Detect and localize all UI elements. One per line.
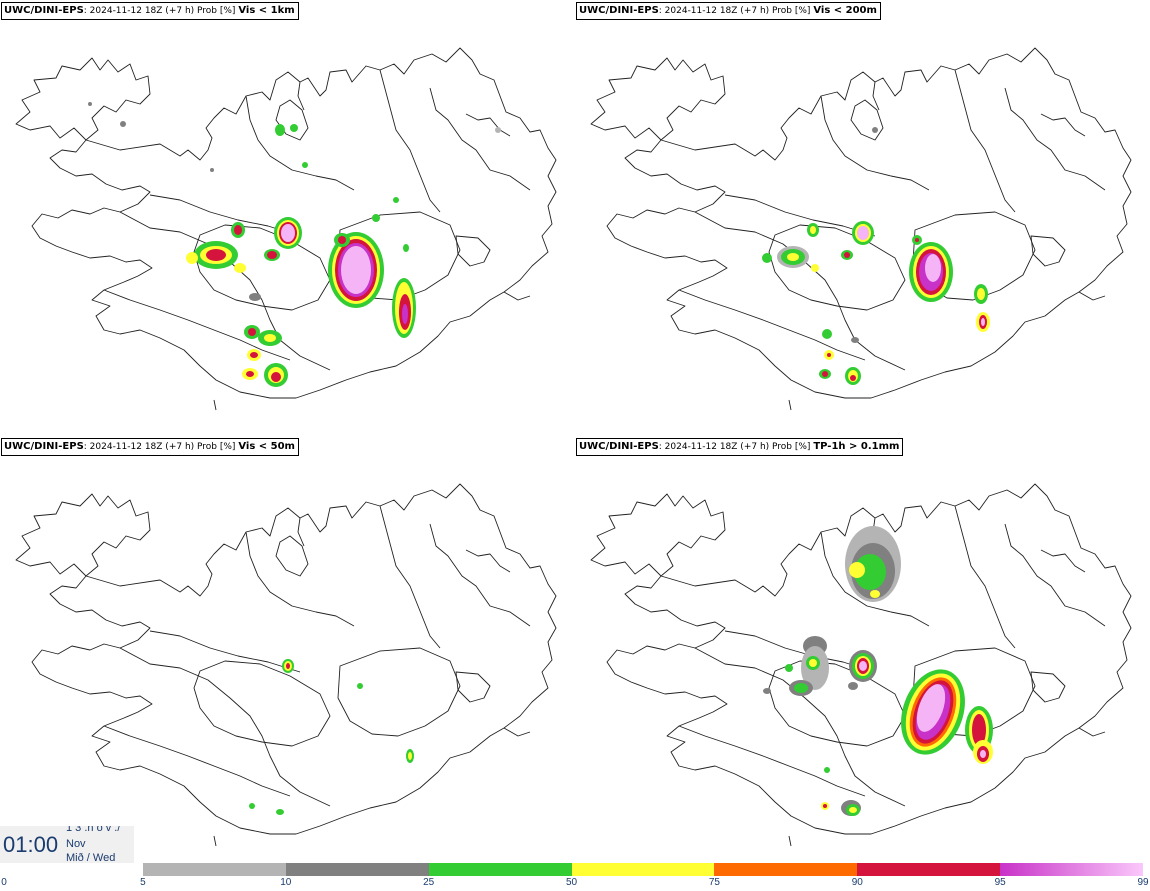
valid-time: 01:00 [3, 832, 59, 857]
colorbar-tick-label: 10 [280, 877, 292, 888]
colorbar-tick-label: 99 [1137, 877, 1149, 888]
colorbar-segment [857, 863, 1001, 876]
iceland-map [15, 47, 557, 411]
panel-title: UWC/DINI-EPS: 2024-11-12 18Z (+7 h) Prob… [1, 2, 299, 20]
map-panel-vis-1km: UWC/DINI-EPS: 2024-11-12 18Z (+7 h) Prob… [0, 0, 575, 436]
colorbar-tick-label: 75 [708, 877, 720, 888]
model-source: UWC/DINI-EPS [4, 5, 84, 16]
date-line-1: 1 3 .n ó v ./ [66, 826, 121, 834]
probability-fields [762, 127, 990, 385]
colorbar-tick-label: 25 [423, 877, 435, 888]
colorbar-tick-label: 95 [994, 877, 1006, 888]
run-info: : 2024-11-12 18Z (+7 h) Prob [%] [83, 6, 236, 16]
colorbar-tick-label: 5 [140, 877, 146, 888]
panel-title: UWC/DINI-EPS: 2024-11-12 18Z (+7 h) Prob… [576, 438, 904, 456]
probability-fields [763, 526, 993, 816]
model-source: UWC/DINI-EPS [579, 5, 659, 16]
map-panel-precip: UWC/DINI-EPS: 2024-11-12 18Z (+7 h) Prob… [575, 436, 1150, 872]
date-month: Nov [66, 838, 86, 850]
colorbar-segment [571, 863, 715, 876]
map-panel-vis-200m: UWC/DINI-EPS: 2024-11-12 18Z (+7 h) Prob… [575, 0, 1150, 436]
colorbar-legend: 0 5 10 25 50 75 90 95 99 [0, 862, 1150, 891]
colorbar-segment [1000, 863, 1143, 876]
colorbar-tick-label: 50 [565, 877, 578, 888]
variable-label: Vis < 1km [238, 5, 295, 16]
variable-label: TP-1h > 0.1mm [813, 441, 900, 452]
date-weekday: Mið / Wed [66, 852, 116, 863]
iceland-map [590, 47, 1132, 411]
colorbar-segment [714, 863, 858, 876]
map-panel-vis-50m: UWC/DINI-EPS: 2024-11-12 18Z (+7 h) Prob… [0, 436, 575, 872]
iceland-map [15, 483, 557, 847]
run-info: : 2024-11-12 18Z (+7 h) Prob [%] [658, 6, 811, 16]
run-info: : 2024-11-12 18Z (+7 h) Prob [%] [658, 442, 811, 452]
panel-title: UWC/DINI-EPS: 2024-11-12 18Z (+7 h) Prob… [576, 2, 881, 20]
probability-fields [88, 102, 501, 387]
run-info: : 2024-11-12 18Z (+7 h) Prob [%] [83, 442, 236, 452]
model-source: UWC/DINI-EPS [4, 441, 84, 452]
panel-title: UWC/DINI-EPS: 2024-11-12 18Z (+7 h) Prob… [1, 438, 299, 456]
model-source: UWC/DINI-EPS [579, 441, 659, 452]
colorbar-segment [142, 863, 286, 876]
probability-fields [249, 659, 414, 815]
variable-label: Vis < 200m [813, 5, 877, 16]
iceland-map [590, 483, 1132, 847]
colorbar-segment [285, 863, 429, 876]
valid-time-box: 01:00 1 3 .n ó v ./ Nov Mið / Wed [0, 826, 134, 863]
colorbar-tick-label: 90 [851, 877, 863, 888]
colorbar-tick-label: 0 [1, 877, 7, 888]
variable-label: Vis < 50m [238, 441, 295, 452]
colorbar-segment [428, 863, 572, 876]
